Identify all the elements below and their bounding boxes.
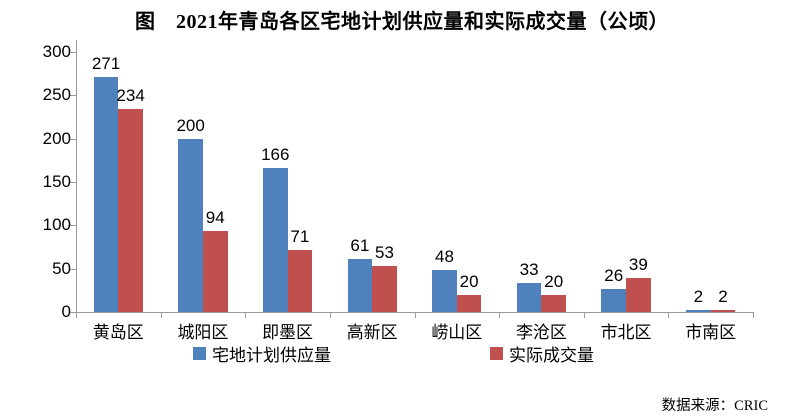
legend-swatch xyxy=(193,346,206,360)
y-tick-label: 250 xyxy=(42,85,71,105)
x-tick xyxy=(753,313,754,318)
value-label: 48 xyxy=(435,247,454,267)
y-tick xyxy=(69,52,76,53)
x-axis-line xyxy=(76,312,754,313)
x-tick xyxy=(583,313,585,318)
x-category-label: 即墨区 xyxy=(262,323,314,342)
x-tick xyxy=(245,313,247,318)
bar xyxy=(118,109,143,312)
value-label: 39 xyxy=(628,255,648,275)
y-tick xyxy=(69,312,76,313)
value-label: 2 xyxy=(693,287,704,307)
y-tick xyxy=(69,225,76,227)
x-category-label: 市南区 xyxy=(685,323,737,342)
x-tick xyxy=(414,313,416,318)
bar xyxy=(601,289,627,312)
x-tick xyxy=(668,313,670,318)
y-tick-label: 200 xyxy=(42,128,71,148)
x-category-label: 市北区 xyxy=(600,323,652,342)
bar xyxy=(541,294,567,312)
legend-swatch xyxy=(490,346,503,360)
bar xyxy=(626,278,651,312)
value-label: 20 xyxy=(544,271,564,291)
x-tick xyxy=(499,313,501,318)
bar xyxy=(686,310,711,312)
value-label: 166 xyxy=(261,145,290,165)
bar xyxy=(456,294,482,312)
bar xyxy=(516,283,542,312)
x-category-label: 崂山区 xyxy=(431,323,483,342)
x-category-label: 李沧区 xyxy=(515,323,567,342)
x-category-label: 高新区 xyxy=(346,323,398,342)
legend-item: 实际成交量 xyxy=(490,344,594,365)
value-label: 271 xyxy=(91,54,121,74)
y-tick-label: 100 xyxy=(42,215,71,235)
bar xyxy=(287,250,313,312)
x-category-label: 黄岛区 xyxy=(92,323,144,342)
value-label: 94 xyxy=(205,207,225,227)
value-label: 2 xyxy=(718,287,728,307)
bar xyxy=(202,230,228,312)
y-tick xyxy=(69,95,76,97)
bar xyxy=(262,168,288,312)
legend-label: 实际成交量 xyxy=(509,345,594,365)
y-tick xyxy=(69,182,76,183)
value-label: 234 xyxy=(116,86,145,106)
value-label: 71 xyxy=(290,227,310,247)
value-label: 53 xyxy=(375,243,394,263)
y-axis-line xyxy=(76,40,77,312)
legend-label: 宅地计划供应量 xyxy=(212,345,331,365)
bar xyxy=(93,77,119,312)
x-category-label: 城阳区 xyxy=(177,323,229,342)
bar xyxy=(347,259,373,312)
bar xyxy=(372,266,397,312)
y-tick xyxy=(69,138,76,140)
source-note: 数据来源：CRIC xyxy=(661,398,768,414)
y-tick-label: 50 xyxy=(52,258,71,278)
x-tick xyxy=(76,313,77,318)
value-label: 33 xyxy=(519,260,539,280)
bar xyxy=(178,138,203,312)
x-tick xyxy=(160,313,162,318)
y-tick xyxy=(69,268,76,270)
value-label: 20 xyxy=(459,271,479,291)
value-label: 26 xyxy=(604,266,624,286)
y-tick-label: 0 xyxy=(61,302,71,321)
value-label: 61 xyxy=(350,236,370,256)
bar xyxy=(710,310,736,312)
x-tick xyxy=(329,313,331,318)
chart-title: 图 2021年青岛各区宅地计划供应量和实际成交量（公顷） xyxy=(135,11,669,33)
value-label: 200 xyxy=(176,115,205,135)
bar xyxy=(432,270,457,312)
y-tick-label: 300 xyxy=(42,42,71,61)
legend-item: 宅地计划供应量 xyxy=(193,344,331,365)
y-tick-label: 150 xyxy=(42,172,71,191)
